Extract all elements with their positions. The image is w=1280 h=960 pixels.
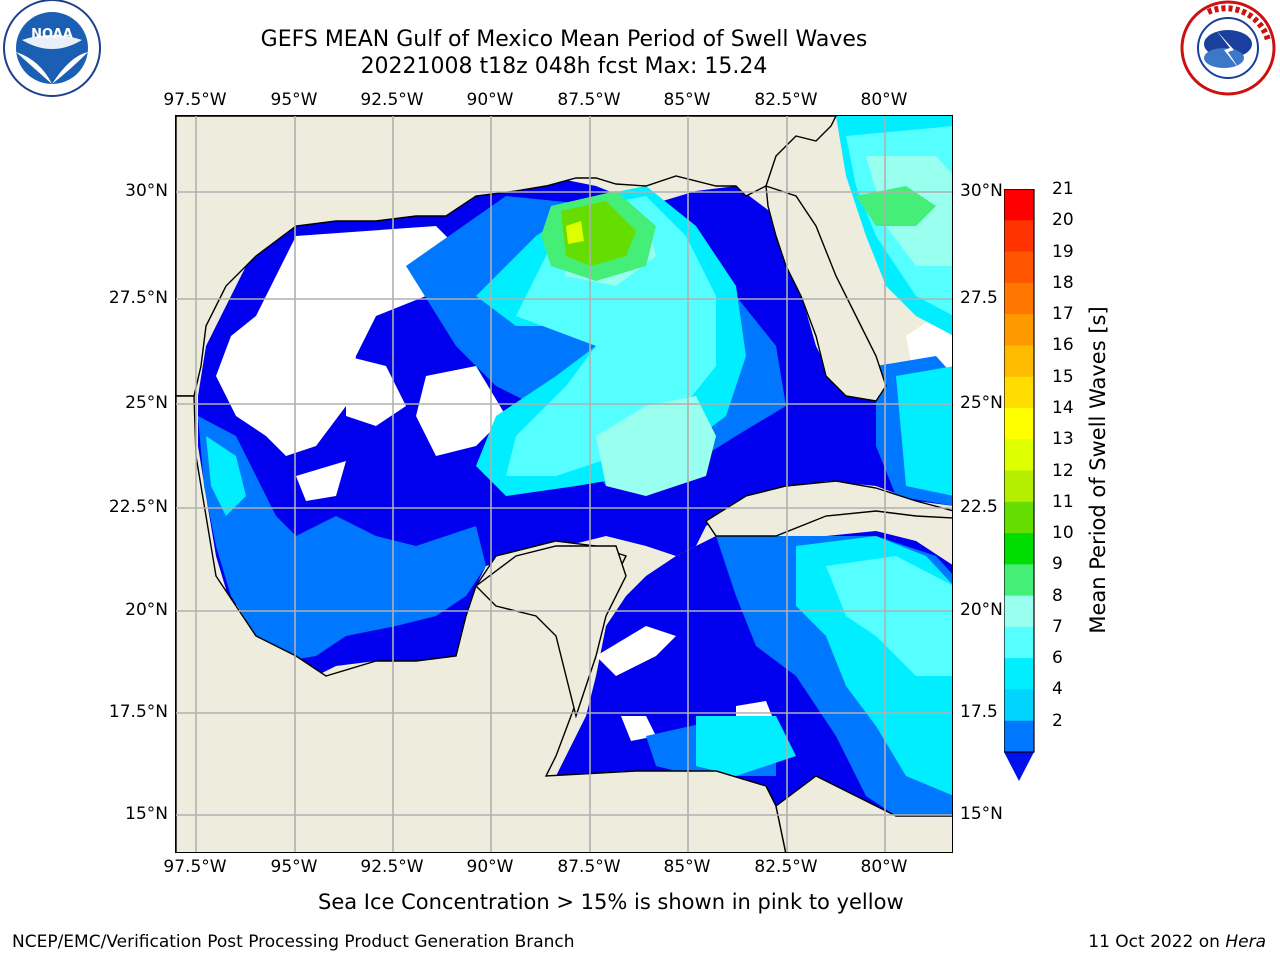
colorbar-swatch	[1004, 282, 1034, 315]
credit-line: NCEP/EMC/Verification Post Processing Pr…	[12, 932, 575, 952]
colorbar-tick-label: 14	[1052, 397, 1074, 418]
graticule	[176, 116, 952, 852]
lat-label-left: 22.5°N	[108, 497, 168, 517]
colorbar-tick-label: 15	[1052, 366, 1074, 387]
date-text: 11 Oct 2022 on	[1088, 932, 1220, 952]
colorbar-tick-label: 4	[1052, 679, 1063, 700]
lat-label-left: 15°N	[125, 804, 168, 824]
lon-label-top: 92.5°W	[360, 90, 424, 110]
colorbar-swatch	[1004, 407, 1034, 440]
map-panel	[175, 115, 953, 853]
footnote: Sea Ice Concentration > 15% is shown in …	[318, 890, 904, 914]
colorbar-swatch	[1004, 470, 1034, 503]
colorbar-swatch	[1004, 314, 1034, 346]
lon-label-bottom: 95°W	[270, 857, 318, 877]
colorbar-tick-label: 10	[1052, 523, 1074, 544]
lat-label-right: 22.5	[960, 497, 998, 517]
colorbar-tick-label: 11	[1052, 491, 1074, 512]
lat-label-right: 17.5	[960, 702, 998, 722]
colorbar-label: Mean Period of Swell Waves [s]	[1086, 306, 1110, 634]
noaa-logo-text: NOAA	[31, 27, 73, 42]
lon-label-top: 90°W	[466, 90, 514, 110]
lat-label-right: 15°N	[960, 804, 1003, 824]
lat-label-right: 30°N	[960, 181, 1003, 201]
chart-subtitle: 20221008 t18z 048h fcst Max: 15.24	[360, 54, 768, 79]
lon-label-bottom: 85°W	[663, 857, 711, 877]
colorbar-tick-label: 16	[1052, 335, 1074, 356]
lon-label-top: 85°W	[663, 90, 711, 110]
lat-label-left: 30°N	[125, 181, 168, 201]
colorbar-tick-label: 21	[1052, 179, 1074, 199]
colorbar-tick-label: 6	[1052, 648, 1063, 669]
colorbar-swatch	[1004, 501, 1034, 534]
colorbar-swatch	[1004, 658, 1034, 690]
lon-label-bottom: 97.5°W	[163, 857, 227, 877]
lon-label-bottom: 80°W	[860, 857, 908, 877]
colorbar-swatch	[1004, 439, 1034, 471]
colorbar-tick-label: 19	[1052, 241, 1074, 262]
lat-label-right: 27.5	[960, 288, 998, 308]
lon-label-top: 87.5°W	[557, 90, 621, 110]
lon-label-bottom: 90°W	[466, 857, 514, 877]
colorbar-swatch	[1004, 564, 1034, 597]
lon-label-bottom: 92.5°W	[360, 857, 424, 877]
colorbar-tick-label: 2	[1052, 710, 1063, 731]
colorbar-tick-label: 9	[1052, 554, 1063, 575]
swell-period-map	[176, 116, 952, 852]
nws-logo	[1178, 0, 1278, 104]
colorbar-swatch	[1004, 251, 1034, 284]
lon-label-top: 82.5°W	[754, 90, 818, 110]
colorbar-swatch	[1004, 595, 1034, 628]
lat-label-left: 25°N	[125, 393, 168, 413]
lat-label-left: 17.5°N	[108, 702, 168, 722]
colorbar-swatch	[1004, 689, 1034, 722]
lon-label-top: 80°W	[860, 90, 908, 110]
lon-label-bottom: 87.5°W	[557, 857, 621, 877]
coastline	[176, 116, 952, 852]
colorbar-swatch	[1004, 376, 1034, 409]
colorbar-tick-label: 12	[1052, 460, 1074, 481]
date-stamp: 11 Oct 2022 on Hera	[1088, 932, 1266, 952]
colorbar-tick-label: 17	[1052, 304, 1074, 325]
colorbar-tick-label: 8	[1052, 585, 1063, 606]
colorbar-swatch	[1004, 533, 1034, 565]
colorbar-swatch	[1004, 189, 1034, 221]
colorbar-extend-arrow	[1004, 752, 1034, 781]
colorbar-tick-label: 13	[1052, 429, 1074, 450]
colorbar-swatch	[1004, 345, 1034, 378]
lon-label-top: 97.5°W	[163, 90, 227, 110]
lat-label-right: 20°N	[960, 600, 1003, 620]
colorbar-tick-label: 20	[1052, 210, 1074, 231]
colorbar-swatch	[1004, 220, 1034, 253]
noaa-logo: NOAA	[0, 0, 106, 104]
colorbar-swatch	[1004, 626, 1034, 659]
colorbar-swatch	[1004, 720, 1034, 753]
lat-label-left: 27.5°N	[108, 288, 168, 308]
chart-title: GEFS MEAN Gulf of Mexico Mean Period of …	[260, 27, 868, 52]
colorbar	[1003, 188, 1036, 788]
colorbar-tick-label: 7	[1052, 616, 1063, 637]
colorbar-tick-label: 18	[1052, 272, 1074, 293]
lon-label-top: 95°W	[270, 90, 318, 110]
lat-label-right: 25°N	[960, 393, 1003, 413]
lat-label-left: 20°N	[125, 600, 168, 620]
lon-label-bottom: 82.5°W	[754, 857, 818, 877]
machine-name: Hera	[1225, 932, 1266, 952]
